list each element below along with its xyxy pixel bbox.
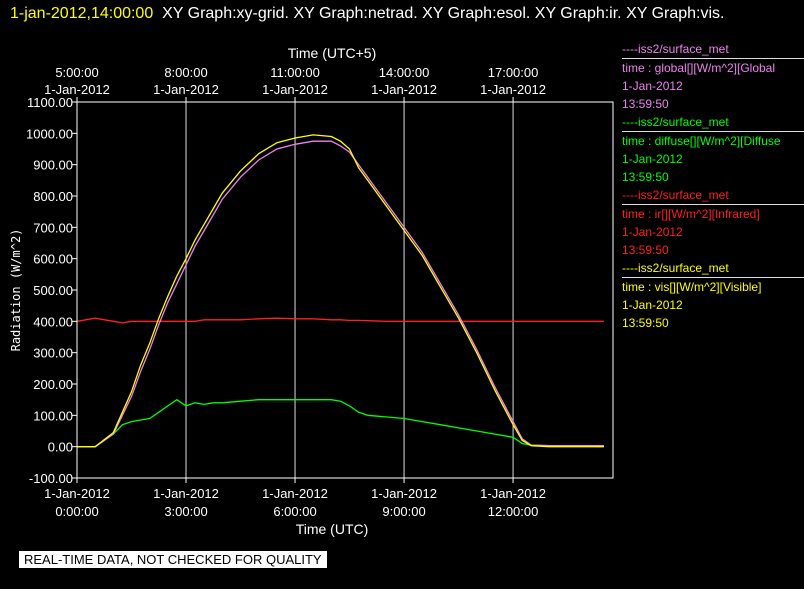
x2-tick-time: 11:00:00 — [270, 65, 320, 80]
y-axis-label: Radiation (W/m^2) — [9, 229, 23, 352]
x-tick-time: 9:00:00 — [382, 504, 425, 519]
quality-note: REAL-TIME DATA, NOT CHECKED FOR QUALITY — [19, 551, 327, 568]
y-tick-label: 1000.00 — [26, 126, 73, 141]
x2-tick-date: 1-Jan-2012 — [44, 82, 110, 97]
header-graph-list: XY Graph:xy-grid. XY Graph:netrad. XY Gr… — [162, 5, 725, 22]
legend-desc: time : ir[][W/m^2][Infrared] — [622, 207, 760, 221]
y-tick-label: 200.00 — [33, 377, 73, 392]
legend-desc: time : diffuse[][W/m^2][Diffuse — [622, 134, 781, 148]
x2-tick-time: 14:00:00 — [379, 65, 430, 80]
x2-tick-time: 5:00:00 — [55, 65, 98, 80]
chart-ticks: 1-Jan-2012 0:00:00 1-Jan-2012 3:00:00 1-Jan-… — [26, 65, 546, 519]
series-line-diffuse — [77, 398, 604, 448]
x2-tick-time: 8:00:00 — [164, 65, 207, 80]
x-tick-date: 1-Jan-2012 — [480, 486, 546, 501]
legend-desc: time : vis[][W/m^2][Visible] — [622, 280, 762, 294]
legend-time: 13:59:50 — [622, 316, 669, 330]
chart-grid — [185, 102, 514, 478]
y-tick-label: 500.00 — [33, 283, 73, 298]
legend-date: 1-Jan-2012 — [622, 298, 683, 312]
header-timestamp: 1-jan-2012,14:00:00 — [10, 5, 154, 22]
x2-tick-date: 1-Jan-2012 — [371, 82, 437, 97]
legend-time: 13:59:50 — [622, 170, 669, 184]
x2-axis-label: Time (UTC+5) — [288, 45, 377, 61]
x-tick-time: 0:00:00 — [55, 504, 98, 519]
legend-date: 1-Jan-2012 — [622, 225, 683, 239]
legend-time: 13:59:50 — [622, 243, 669, 257]
x-tick-date: 1-Jan-2012 — [153, 486, 219, 501]
series-line-vis — [77, 134, 604, 448]
y-tick-label: 700.00 — [33, 220, 73, 235]
x-tick-time: 12:00:00 — [488, 504, 539, 519]
x-tick-date: 1-Jan-2012 — [262, 486, 328, 501]
y-tick-label: 1100.00 — [27, 95, 73, 110]
x2-tick-date: 1-Jan-2012 — [262, 82, 328, 97]
legend-date: 1-Jan-2012 — [622, 152, 683, 166]
y-tick-label: 600.00 — [33, 252, 73, 267]
x-tick-time: 3:00:00 — [164, 504, 207, 519]
plot-frame — [76, 101, 614, 479]
legend-source: ----iss2/surface_met — [622, 113, 804, 132]
legend-source: ----iss2/surface_met — [622, 40, 804, 59]
y-tick-label: 0.00 — [48, 440, 73, 455]
y-tick-label: -100.00 — [29, 471, 73, 486]
legend-source: ----iss2/surface_met — [622, 259, 804, 278]
legend-time: 13:59:50 — [622, 97, 669, 111]
y-tick-label: 300.00 — [33, 346, 73, 361]
y-tick-label: 100.00 — [33, 408, 73, 423]
y-tick-label: 900.00 — [33, 158, 73, 173]
legend-desc: time : global[][W/m^2][Global — [622, 61, 776, 75]
x-tick-time: 6:00:00 — [273, 504, 316, 519]
y-tick-label: 400.00 — [33, 314, 73, 329]
x2-tick-date: 1-Jan-2012 — [480, 82, 546, 97]
legend-source: ----iss2/surface_met — [622, 186, 804, 205]
x2-tick-date: 1-Jan-2012 — [153, 82, 219, 97]
x-axis-label: Time (UTC) — [296, 521, 369, 537]
series-line-ir — [76, 317, 604, 324]
x2-tick-time: 17:00:00 — [488, 65, 539, 80]
x-tick-date: 1-Jan-2012 — [44, 486, 110, 501]
legend-date: 1-Jan-2012 — [622, 79, 683, 93]
series-line-global — [77, 140, 604, 448]
y-tick-label: 800.00 — [33, 189, 73, 204]
chart-series — [76, 134, 604, 448]
x-tick-date: 1-Jan-2012 — [371, 486, 437, 501]
chart-header: 1-jan-2012,14:00:00 XY Graph:xy-grid. XY… — [10, 2, 800, 26]
